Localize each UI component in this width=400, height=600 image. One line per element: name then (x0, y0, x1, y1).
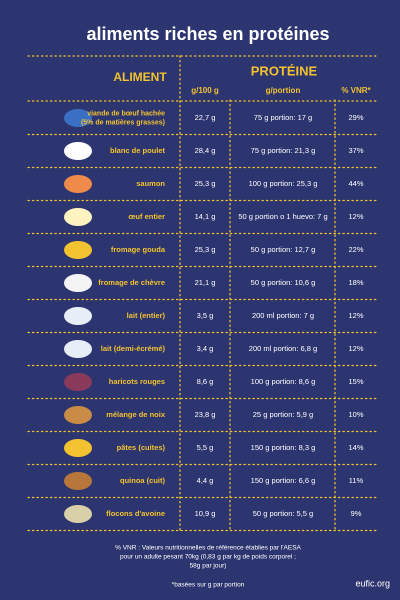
food-icon (64, 274, 92, 292)
food-name: fromage de chèvre (98, 278, 165, 287)
per-portion: 100 g portion: 25,3 g (249, 179, 318, 188)
per-portion: 75 g portion: 21,3 g (251, 146, 316, 155)
per-100g: 23,8 g (195, 410, 216, 419)
vnr: 11% (349, 476, 364, 485)
vnr: 10% (348, 410, 363, 419)
per-100g: 3,4 g (197, 344, 214, 353)
food-icon (64, 340, 92, 358)
food-icon (64, 439, 92, 457)
per-100g: 3,5 g (197, 311, 214, 320)
vnr: 29% (348, 113, 363, 122)
per-portion: 50 g portion: 12,7 g (251, 245, 316, 254)
per-portion: 75 g portion: 17 g (254, 113, 312, 122)
food-icon (64, 241, 92, 259)
source: eufic.org (355, 578, 390, 588)
per-100g: 28,4 g (195, 146, 216, 155)
footnote: 58g par jour) (190, 563, 227, 570)
food-name: (5% de matières grasses) (81, 119, 165, 126)
food-icon (64, 109, 92, 127)
column-header: PROTÉINE (251, 63, 318, 78)
food-icon (64, 472, 92, 490)
food-icon (64, 142, 92, 160)
footnote: % VNR : Valeurs nutritionnelles de référ… (115, 545, 301, 552)
food-name: viande de bœuf hachée (87, 110, 165, 117)
food-name: saumon (136, 179, 165, 188)
vnr: 37% (348, 146, 363, 155)
footnote: pour un adulte pesant 70kg (0,83 g par k… (120, 554, 296, 561)
sub-header: g/100 g (191, 86, 219, 95)
food-name: quinoa (cuit) (120, 476, 165, 485)
per-portion: 150 g portion: 8,3 g (251, 443, 316, 452)
per-portion: 25 g portion: 5,9 g (253, 410, 313, 419)
food-name: lait (entier) (127, 311, 166, 320)
per-portion: 150 g portion: 6,6 g (251, 476, 316, 485)
food-name: flocons d'avoine (106, 509, 165, 518)
food-name: fromage gouda (111, 245, 166, 254)
food-icon (64, 373, 92, 391)
per-100g: 22,7 g (195, 113, 216, 122)
food-name: pâtes (cuites) (117, 443, 166, 452)
per-portion: 50 g portion o 1 huevo: 7 g (238, 212, 327, 221)
per-100g: 25,3 g (195, 179, 216, 188)
food-icon (64, 208, 92, 226)
column-header: ALIMENT (113, 70, 167, 84)
food-name: mélange de noix (106, 410, 166, 419)
vnr: 12% (348, 344, 363, 353)
food-icon (64, 307, 92, 325)
per-portion: 200 ml portion: 7 g (252, 311, 314, 320)
vnr: 14% (348, 443, 363, 452)
rows: viande de bœuf hachée (5% de matières gra… (27, 109, 379, 532)
sub-header: % VNR* (341, 86, 371, 95)
food-name: blanc de poulet (110, 146, 166, 155)
per-100g: 10,9 g (195, 509, 216, 518)
vnr: 12% (348, 212, 363, 221)
sub-header: g/portion (266, 86, 301, 95)
vnr: 12% (348, 311, 363, 320)
per-portion: 200 ml portion: 6,8 g (249, 344, 317, 353)
per-100g: 25,3 g (195, 245, 216, 254)
vnr: 22% (348, 245, 363, 254)
vnr: 9% (351, 509, 362, 518)
per-portion: 50 g portion: 5,5 g (253, 509, 313, 518)
per-100g: 14,1 g (195, 212, 216, 221)
title: aliments riches en protéines (86, 24, 329, 44)
per-portion: 100 g portion: 8,6 g (251, 377, 316, 386)
note: *basées sur g par portion (172, 582, 245, 589)
per-100g: 5,5 g (197, 443, 214, 452)
per-100g: 4,4 g (197, 476, 214, 485)
per-100g: 21,1 g (195, 278, 216, 287)
per-100g: 8,6 g (197, 377, 214, 386)
food-name: œuf entier (128, 212, 165, 221)
vnr: 18% (348, 278, 363, 287)
per-portion: 50 g portion: 10,6 g (251, 278, 316, 287)
vnr: 15% (348, 377, 363, 386)
food-icon (64, 505, 92, 523)
vnr: 44% (348, 179, 363, 188)
food-name: lait (demi-écrémé) (101, 344, 166, 353)
food-icon (64, 406, 92, 424)
food-icon (64, 175, 92, 193)
food-name: haricots rouges (109, 377, 165, 386)
